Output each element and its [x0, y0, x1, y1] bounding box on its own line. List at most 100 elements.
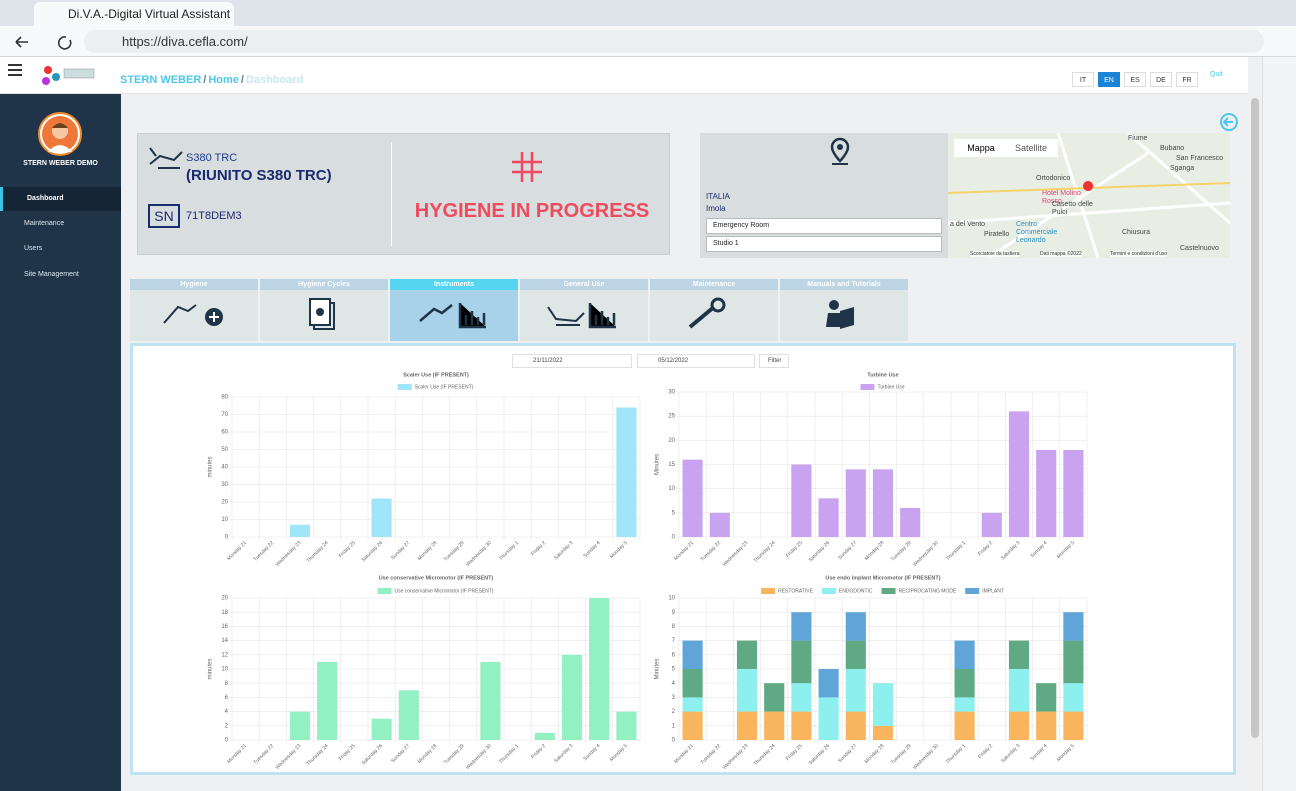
- language[interactable]: IT: [1072, 72, 1094, 87]
- bar: [1063, 612, 1084, 641]
- app-header: STERN WEBERHomeDashboard IT EN ES DE FR Quit: [0, 57, 1248, 94]
- bar: [954, 640, 975, 669]
- x-tick-label: Wednesday 23: [275, 540, 303, 568]
- map[interactable]: Mappa Satellite Fiume Bubano San Francesco…: [948, 133, 1230, 258]
- map-tab[interactable]: Satellite: [1004, 139, 1058, 157]
- language[interactable]: FR: [1176, 72, 1198, 87]
- date-from[interactable]: 21/11/2022: [512, 354, 632, 368]
- bar: [845, 640, 866, 669]
- map-label: Ortodonico: [1036, 175, 1071, 182]
- bar: [791, 464, 812, 537]
- bar: [981, 512, 1002, 537]
- x-tick-label: Tuesday 29: [890, 743, 913, 766]
- x-tick-label: Friday 2: [530, 540, 547, 557]
- y-tick-label: 9: [672, 610, 676, 616]
- legend-swatch: [397, 384, 412, 390]
- bar: [682, 711, 703, 740]
- chart-title: Scaler Use (IF PRESENT): [403, 372, 469, 378]
- filter-button[interactable]: Filter: [759, 354, 789, 368]
- menu-item[interactable]: Dashboard: [0, 187, 121, 211]
- location-panel: ITALIA Imola Emergency Room Studio 1: [700, 133, 948, 258]
- tab-icon: [547, 303, 616, 329]
- bar: [616, 711, 637, 740]
- x-tick-label: Friday 25: [785, 743, 804, 762]
- menu-item[interactable]: Maintenance: [24, 220, 65, 227]
- x-tick-label: Saturday 26: [808, 540, 831, 563]
- legend-swatch: [761, 588, 776, 594]
- tab[interactable]: Maintenance: [650, 279, 778, 341]
- crumb[interactable]: Home: [203, 74, 239, 86]
- tab-label: General Use: [520, 279, 648, 290]
- x-tick-label: Thursday 1: [498, 540, 520, 562]
- y-tick-label: 1: [672, 723, 676, 729]
- bar: [791, 612, 812, 641]
- x-tick-label: Saturday 3: [553, 540, 574, 561]
- y-tick-label: 2: [672, 709, 676, 715]
- menu-item[interactable]: Site Management: [24, 271, 79, 278]
- bar: [872, 469, 894, 537]
- bar: [872, 683, 894, 726]
- y-axis-label: minutes: [208, 658, 214, 679]
- room-select[interactable]: Emergency Room: [706, 218, 942, 234]
- x-tick-label: Tuesday 22: [700, 540, 723, 563]
- tab[interactable]: Manuals and Tutorials: [780, 279, 908, 341]
- x-tick-label: Wednesday 30: [465, 540, 493, 568]
- x-tick-label: Thursday 1: [498, 743, 520, 765]
- nav-icons[interactable]: [14, 34, 74, 50]
- date-to[interactable]: 05/12/2022: [637, 354, 755, 368]
- legend-label: RESTORATIVE: [778, 588, 813, 594]
- bar: [818, 669, 839, 698]
- map-tab[interactable]: Mappa: [954, 139, 1008, 157]
- y-tick-label: 0: [225, 738, 229, 744]
- y-tick-label: 30: [668, 390, 675, 396]
- x-tick-label: Wednesday 23: [275, 743, 303, 771]
- y-tick-label: 40: [221, 465, 228, 471]
- pin-icon: [830, 137, 850, 165]
- chart-title: Use endo implant Micromotor (IF PRESENT): [825, 575, 940, 581]
- tab[interactable]: Hygiene Cycles: [260, 279, 388, 341]
- bar: [317, 661, 338, 740]
- back-button[interactable]: [1219, 112, 1239, 132]
- country: ITALIA: [706, 192, 730, 201]
- bar: [872, 725, 894, 740]
- tab[interactable]: Hygiene: [130, 279, 258, 341]
- model: S380 TRC: [186, 152, 238, 164]
- x-tick-label: Sunday 27: [390, 540, 411, 561]
- language[interactable]: EN: [1098, 72, 1120, 87]
- x-tick-label: Friday 25: [338, 540, 357, 559]
- language[interactable]: ES: [1124, 72, 1146, 87]
- map-footer: Scorciatoie da tastiera: [970, 251, 1020, 257]
- map-roads: [948, 133, 1230, 258]
- tab[interactable]: General Use: [520, 279, 648, 341]
- studio-select[interactable]: Studio 1: [706, 236, 942, 252]
- bar: [1036, 711, 1057, 740]
- map-label: a del Vento: [950, 221, 986, 228]
- map-label: Sganga: [1170, 165, 1195, 172]
- x-tick-label: Sunday 4: [1029, 743, 1048, 762]
- bar: [764, 711, 785, 740]
- x-tick-label: Sunday 27: [837, 540, 858, 561]
- bar: [845, 612, 866, 641]
- bar: [289, 711, 311, 740]
- browser-tab[interactable]: Di.V.A.-Digital Virtual Assistant: [34, 2, 234, 26]
- bar: [818, 498, 839, 537]
- quit[interactable]: Quit: [1210, 71, 1223, 78]
- tab[interactable]: Instruments: [390, 279, 518, 341]
- bar: [561, 654, 583, 740]
- map-footer: Termini e condizioni d'uso: [1110, 251, 1168, 257]
- scrollbar[interactable]: [1248, 94, 1262, 791]
- x-tick-label: Wednesday 23: [722, 540, 750, 568]
- menu-item[interactable]: Users: [24, 245, 43, 252]
- legend-swatch: [965, 588, 980, 594]
- x-tick-label: Friday 2: [977, 743, 994, 760]
- bar: [682, 697, 703, 712]
- bar: [764, 683, 785, 712]
- language[interactable]: DE: [1150, 72, 1172, 87]
- x-tick-label: Sunday 27: [390, 743, 411, 764]
- y-tick-label: 50: [221, 447, 228, 453]
- y-tick-label: 20: [668, 438, 675, 444]
- x-tick-label: Tuesday 22: [253, 743, 276, 766]
- url-field[interactable]: https://diva.cefla.com/: [84, 30, 1264, 53]
- crumb[interactable]: STERN WEBER: [120, 74, 202, 86]
- bar: [1063, 450, 1084, 537]
